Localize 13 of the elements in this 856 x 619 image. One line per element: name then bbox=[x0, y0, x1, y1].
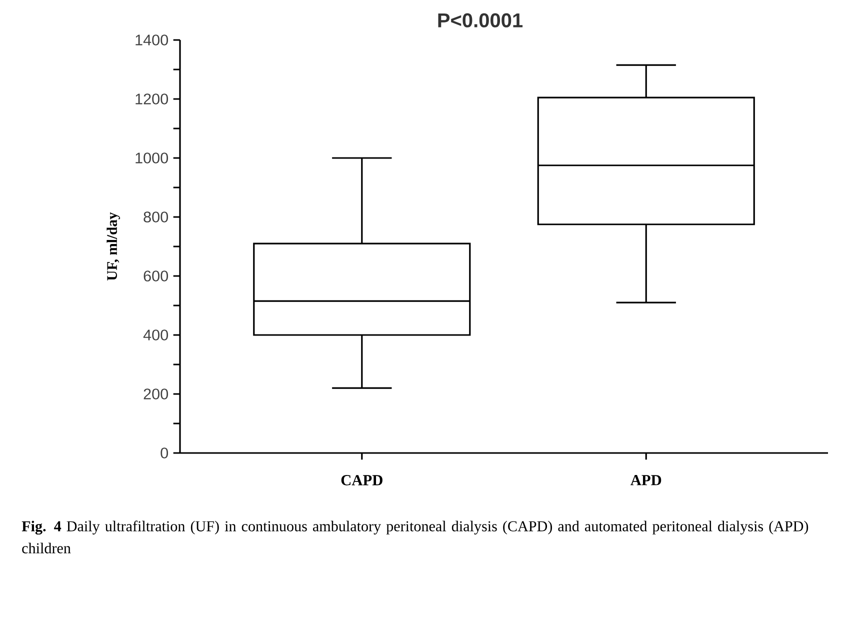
y-tick-label: 1000 bbox=[136, 152, 168, 164]
text: P<0.0001 bbox=[438, 13, 523, 28]
y-tick-label: 400 bbox=[143, 330, 168, 340]
y-tick-label: 200 bbox=[144, 388, 168, 400]
y-tick-label: 1400 bbox=[136, 34, 168, 46]
y-tick-label: 1200 bbox=[136, 94, 168, 104]
y-tick-label: 0 bbox=[160, 448, 168, 458]
y-tick-label: 800 bbox=[144, 212, 168, 222]
x-tick-label: APD bbox=[630, 475, 662, 486]
y-axis-title: UF, ml/day bbox=[106, 212, 120, 281]
text: Fig. 4 Daily ultrafiltration (UF) in continuous ambulatory peritoneal dialysis (CAPD) and automated peritoneal dialysis (APD) children bbox=[22, 520, 808, 554]
y-tick-label: 600 bbox=[144, 270, 168, 282]
x-tick-label: CAPD bbox=[341, 475, 382, 486]
